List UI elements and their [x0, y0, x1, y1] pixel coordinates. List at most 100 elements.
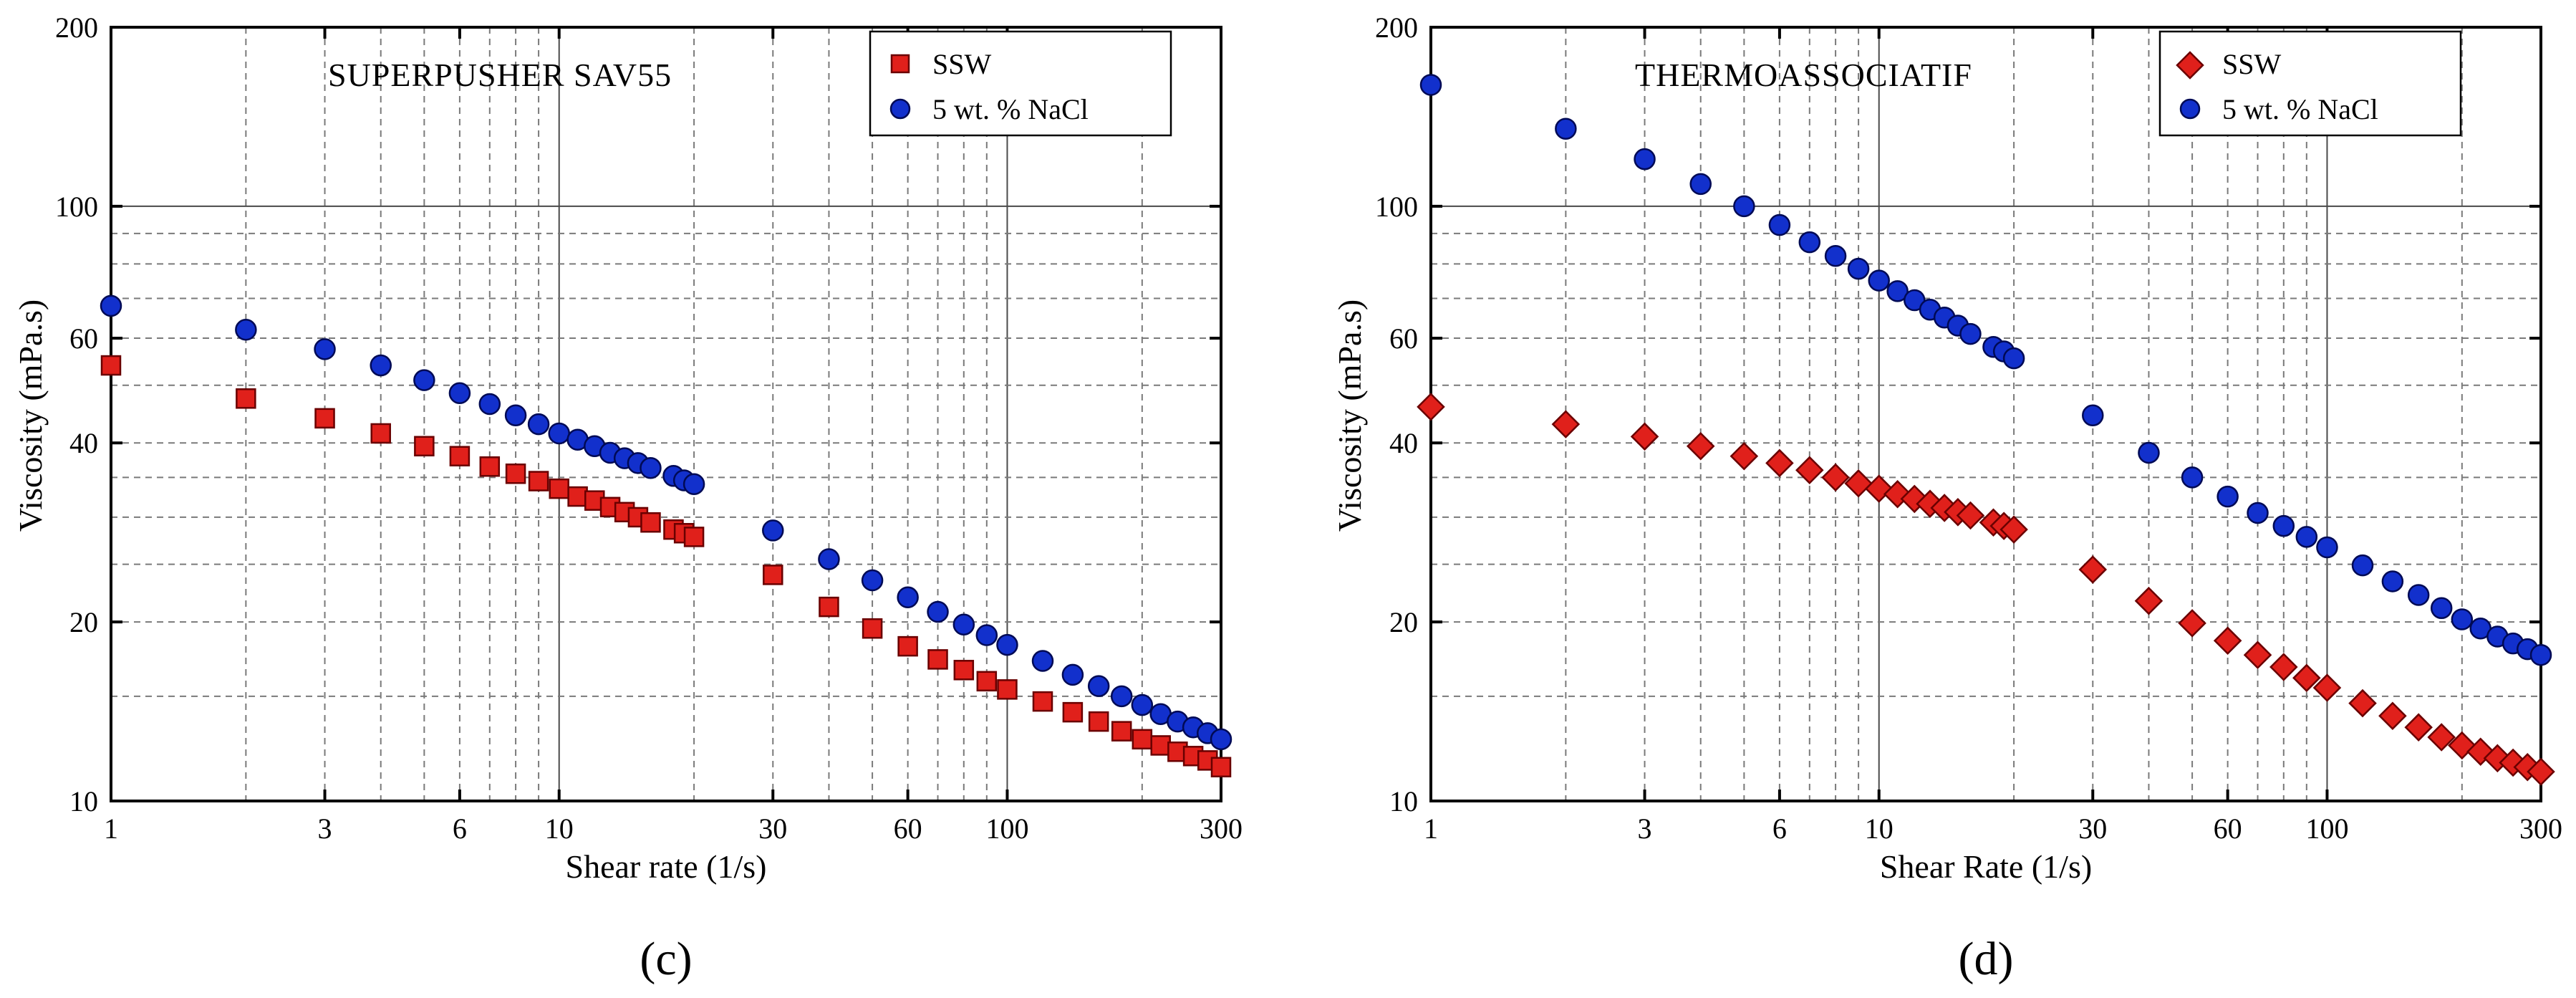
- panel-c-ssw-point: [370, 423, 391, 444]
- panel-d-ssw-point: [1730, 441, 1759, 471]
- panel-d-ytick-label: 10: [1389, 785, 1418, 817]
- panel-c-ssw-point: [449, 446, 471, 466]
- panel-d-nacl-point: [2430, 597, 2453, 620]
- panel-c-y-axis-title: Viscosity (mPa.s): [12, 299, 49, 532]
- panel-c-nacl-point: [952, 613, 975, 635]
- panel-c-nacl-point: [975, 624, 998, 646]
- panel-d-nacl-point: [1798, 231, 1821, 254]
- panel-d-grid: [1431, 27, 2541, 801]
- panel-d-nacl-point: [1959, 322, 1982, 345]
- panel-d-nacl-point: [1634, 148, 1656, 171]
- panel-c-ssw-point: [528, 471, 549, 491]
- panel-d-nacl-point: [2247, 502, 2269, 524]
- panel-d-nacl-point: [2351, 554, 2374, 577]
- panel-c-ytick-label: 40: [69, 427, 98, 459]
- panel-d-ssw-point: [2378, 701, 2407, 731]
- panel-d-nacl-point: [2181, 466, 2204, 489]
- panel-d-nacl-point: [2381, 570, 2404, 592]
- panel-c-ssw-point: [567, 486, 588, 507]
- panel-d-series-ssw: [1417, 393, 2555, 786]
- panel-c-ssw-point: [549, 478, 569, 499]
- panel-d-nacl-point: [2216, 485, 2239, 508]
- panel-d-xtick-label: 6: [1772, 812, 1787, 845]
- panel-c-ssw-point: [1150, 735, 1171, 756]
- panel-c-ssw-point: [1132, 729, 1153, 750]
- panel-d-xtick-label: 10: [1865, 812, 1894, 845]
- panel-d-nacl-point: [2272, 514, 2295, 537]
- panel-d-x-axis-title: Shear Rate (1/s): [1880, 848, 2092, 885]
- panel-d-inner-title: THERMOASSOCIATIF: [1635, 57, 1972, 93]
- panel-c-ytick-label: 20: [69, 606, 98, 638]
- panel-c-xtick-label: 30: [758, 812, 787, 845]
- panel-c-x-axis-title: Shear rate (1/s): [566, 848, 767, 885]
- panel-c-ytick-label: 100: [55, 191, 98, 223]
- panel-c-ssw-point: [314, 408, 335, 429]
- panel-c-nacl-point: [413, 369, 435, 391]
- panel-c-legend-ssw-marker: [890, 54, 910, 74]
- panel-c-inner-title: SUPERPUSHER SAV55: [328, 57, 672, 93]
- panel-c-ssw-point: [479, 456, 501, 477]
- panel-d-legend-box: [2158, 30, 2462, 137]
- panel-c-legend: SSW 5 wt. % NaCl: [869, 30, 1172, 137]
- panel-c-nacl-point: [504, 404, 527, 427]
- panel-c-ssw-point: [997, 679, 1018, 700]
- panel-c-series-nacl: [100, 294, 1232, 751]
- panel-c-ssw-point: [683, 527, 705, 547]
- panel-d-xtick-label: 1: [1424, 812, 1438, 845]
- panel-c-ssw-point: [414, 436, 435, 457]
- panel-d-nacl-point: [1904, 289, 1926, 312]
- panel-d-ssw-point: [1765, 448, 1794, 478]
- panel-c-label: (c): [640, 933, 692, 985]
- panel-c-legend-nacl-label: 5 wt. % NaCl: [932, 93, 1089, 125]
- panel-d-ssw-point: [1844, 469, 1873, 498]
- panel-d-nacl-point: [1768, 213, 1791, 236]
- panel-d-ssw-point: [1795, 456, 1824, 484]
- panel-d-ssw-point: [1630, 422, 1659, 451]
- panel-c-legend-ssw-label: SSW: [932, 48, 991, 80]
- panel-d-nacl-point: [2082, 404, 2104, 427]
- panel-d-ssw-point: [1956, 501, 1985, 530]
- panel-d-nacl-point: [2138, 441, 2160, 464]
- panel-c-ssw-point: [976, 671, 998, 692]
- panel-d-legend-ssw-label: SSW: [2222, 48, 2281, 80]
- panel-d-xtick-label: 100: [2305, 812, 2348, 845]
- panel-d-ssw-point: [1686, 431, 1715, 461]
- panel-c-ssw-point: [1111, 721, 1132, 742]
- panel-d-ticks: [1429, 26, 2542, 802]
- panel-c-ssw-point: [100, 355, 122, 376]
- panel-c-nacl-point: [1110, 685, 1133, 708]
- panel-d-label: (d): [1959, 933, 2014, 985]
- panel-c-xtick-label: 1: [104, 812, 118, 845]
- panel-c-xtick-label: 300: [1200, 812, 1243, 845]
- panel-d-legend-nacl-marker: [2179, 98, 2201, 120]
- panel-d-ssw-point: [1999, 515, 2028, 544]
- panel-d-ssw-point: [1551, 410, 1581, 438]
- panel-d-ssw-point: [2427, 723, 2456, 752]
- panel-c-nacl-point: [927, 600, 949, 623]
- panel-c-nacl-point: [1087, 675, 1110, 697]
- panel-c-nacl-point: [818, 548, 840, 570]
- panel-c-grid: [111, 27, 1221, 801]
- panel-d-ssw-point: [2292, 663, 2321, 693]
- panel-c-nacl-point: [527, 413, 550, 436]
- panel-c-ssw-point: [763, 565, 783, 585]
- panel-c-ssw-point: [1062, 701, 1084, 723]
- panel-c-ssw-point: [236, 388, 256, 409]
- panel-c-ytick-label: 200: [55, 11, 98, 44]
- panel-d-xtick-label: 30: [2078, 812, 2107, 845]
- panel-c-nacl-point: [996, 633, 1018, 656]
- panel-c-legend-nacl-marker: [889, 98, 911, 120]
- panel-c-nacl-point: [1131, 694, 1154, 716]
- panel-c-ssw-point: [505, 463, 526, 484]
- panel-d-ytick-label: 40: [1389, 427, 1418, 459]
- panel-d-nacl-point: [1733, 195, 1755, 218]
- panel-d-ssw-point: [2404, 713, 2433, 742]
- panel-d-nacl-point: [2002, 347, 2025, 370]
- panel-c-nacl-point: [548, 422, 570, 445]
- panel-d-xtick-labels: 1 3 6 10 30 60 100 300: [1424, 812, 2562, 845]
- panel-c-nacl-point: [314, 338, 336, 360]
- panel-d-ssw-point: [2243, 640, 2272, 669]
- panel-d-ytick-label: 200: [1375, 11, 1418, 44]
- panel-d-nacl-point: [2316, 536, 2338, 559]
